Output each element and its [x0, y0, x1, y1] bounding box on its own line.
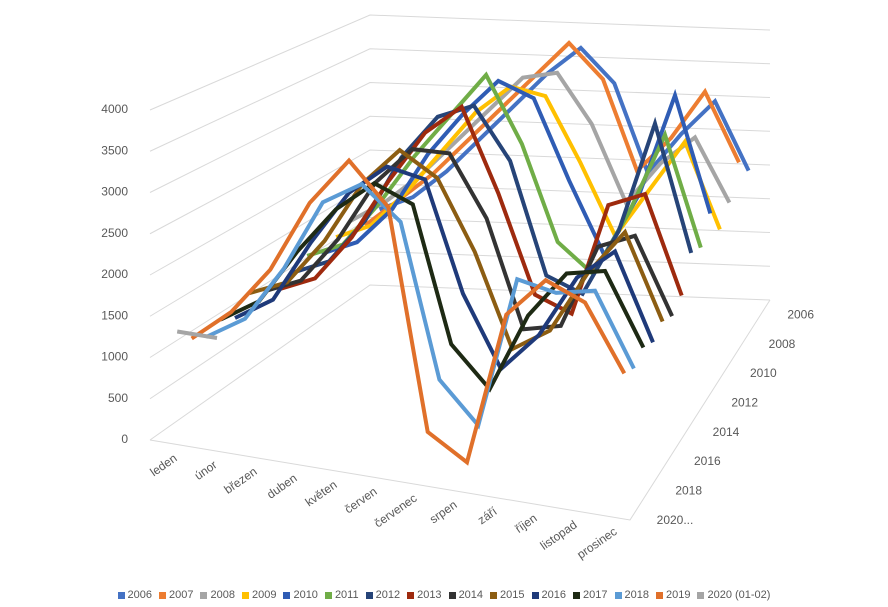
legend-item: 2018	[614, 589, 649, 601]
grid-line	[149, 149, 771, 276]
y-tick-label: 2000	[101, 267, 128, 281]
legend-label: 2018	[624, 589, 649, 601]
x-tick-label: březen	[221, 464, 259, 497]
legend-swatch	[490, 591, 498, 599]
z-tick-label: 2012	[731, 396, 758, 410]
legend-label: 2012	[375, 589, 401, 601]
legend-swatch	[697, 591, 705, 599]
legend-swatch	[241, 591, 249, 599]
legend-item: 2010	[283, 589, 318, 601]
legend-item: 2006	[117, 589, 152, 601]
legend-label: 2009	[251, 589, 277, 601]
grid-line	[149, 14, 771, 111]
z-tick-label: 2008	[769, 337, 796, 351]
legend-swatch	[200, 591, 208, 599]
x-tick-label: listopad	[538, 518, 580, 553]
legend-label: 2013	[417, 589, 442, 601]
legend-label: 2011	[334, 589, 359, 601]
series-line	[190, 157, 627, 466]
y-tick-label: 1500	[101, 308, 128, 322]
legend-item: 2007	[159, 589, 193, 601]
x-tick-label: květen	[303, 478, 340, 510]
grid-line	[149, 216, 771, 358]
legend-label: 2017	[583, 589, 608, 601]
z-tick-label: 2016	[694, 454, 721, 468]
y-tick-label: 500	[108, 391, 128, 405]
series-line	[205, 181, 636, 430]
x-tick-label: srpen	[427, 498, 460, 527]
grid-line	[149, 250, 771, 400]
legend-item: 2012	[365, 589, 401, 601]
legend-swatch	[531, 591, 539, 599]
legend-swatch	[283, 591, 291, 599]
x-tick-label: červen	[342, 484, 380, 516]
grid-line	[149, 81, 771, 193]
legend-swatch	[159, 591, 166, 599]
legend-item: 2014	[448, 589, 484, 601]
y-tick-label: 3000	[101, 185, 128, 199]
y-tick-label: 0	[121, 432, 128, 446]
legend-item: 2008	[200, 589, 235, 601]
legend-label: 2019	[665, 589, 691, 601]
series-line	[277, 103, 684, 317]
legend-label: 2010	[293, 589, 318, 601]
legend-swatch	[614, 591, 622, 599]
legend-swatch	[324, 591, 332, 599]
legend-item: 2013	[407, 589, 442, 601]
legend-label: 2020 (01-02)	[707, 589, 771, 601]
legend-item: 2009	[241, 589, 277, 601]
legend-swatch	[365, 591, 373, 599]
x-tick-label: únor	[192, 458, 220, 483]
series-line	[378, 45, 751, 212]
x-tick-label: leden	[147, 451, 179, 479]
legend-item: 2019	[655, 589, 691, 601]
legend-label: 2008	[210, 589, 235, 601]
x-tick-label: duben	[264, 471, 299, 502]
grid-line	[149, 284, 771, 441]
x-tick-label: říjen	[512, 511, 539, 536]
legend-swatch	[448, 591, 456, 599]
floor-edge	[149, 299, 771, 521]
y-tick-label: 2500	[101, 226, 128, 240]
legend-swatch	[655, 591, 663, 599]
z-tick-label: 2018	[675, 484, 702, 498]
x-tick-label: prosinec	[574, 524, 619, 561]
legend-item: 2020 (01-02)	[697, 589, 770, 601]
legend-item: 2015	[490, 589, 525, 601]
series-line	[263, 147, 674, 332]
z-tick-label: 2006	[787, 308, 814, 322]
legend-item: 2016	[531, 589, 567, 601]
z-tick-label: 2014	[713, 425, 740, 439]
y-tick-label: 3500	[101, 143, 128, 157]
legend-swatch	[573, 591, 581, 599]
legend-item: 2017	[573, 589, 608, 601]
grid-line	[149, 48, 771, 152]
legend-swatch	[407, 591, 415, 599]
legend-item: 2011	[324, 589, 359, 601]
z-tick-label: 2020...	[657, 513, 694, 527]
x-tick-label: září	[475, 504, 500, 527]
x-tick-label: červenec	[372, 491, 420, 530]
legend-label: 2016	[541, 589, 567, 601]
legend-label: 2015	[500, 589, 525, 601]
series-line	[176, 329, 218, 340]
z-tick-label: 2010	[750, 366, 777, 380]
chart: 0 500 1000 1500 2000 2500 3000 3500 4000 leden úno…	[101, 14, 814, 562]
legend-label: 2014	[458, 589, 484, 601]
y-tick-label: 4000	[101, 102, 128, 116]
series-line	[363, 40, 741, 228]
legend-label: 2007	[169, 589, 194, 601]
legend-swatch	[117, 591, 125, 599]
legend: 2006 2007 2008 2009 2010 2011 2012 2013 2014 2015…	[0, 589, 888, 601]
grid-line	[149, 115, 771, 235]
y-tick-label: 1000	[101, 350, 128, 364]
legend-label: 2006	[127, 589, 152, 601]
